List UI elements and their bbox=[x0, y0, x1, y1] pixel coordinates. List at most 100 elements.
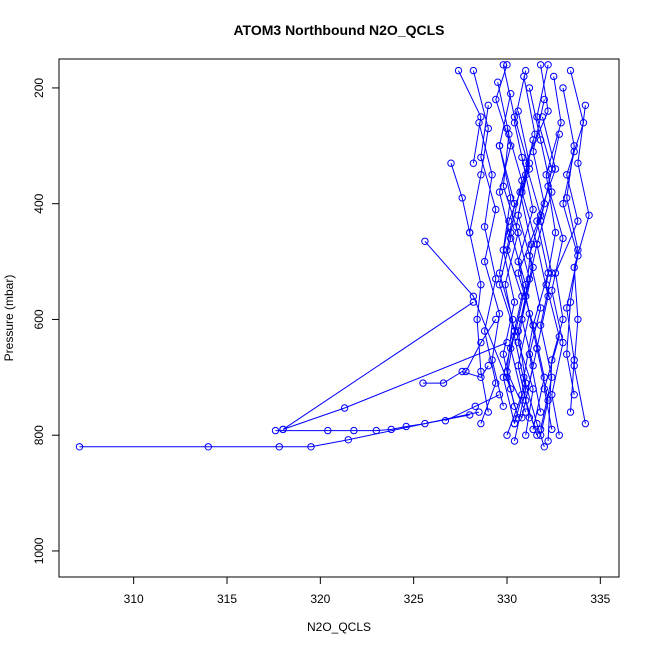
data-point bbox=[344, 436, 352, 444]
data-point bbox=[466, 411, 474, 419]
data-point bbox=[529, 136, 537, 144]
data-point bbox=[544, 292, 552, 300]
data-point bbox=[559, 200, 567, 208]
data-point bbox=[512, 223, 520, 231]
data-point bbox=[477, 281, 485, 289]
data-point bbox=[439, 379, 448, 387]
data-point bbox=[510, 437, 519, 445]
data-point bbox=[570, 356, 578, 364]
data-point bbox=[495, 142, 504, 150]
data-point bbox=[533, 431, 541, 439]
data-point bbox=[518, 292, 526, 300]
data-point bbox=[480, 223, 489, 231]
data-point bbox=[566, 298, 575, 306]
data-point bbox=[324, 426, 332, 435]
data-point bbox=[499, 246, 507, 254]
data-point bbox=[555, 333, 563, 341]
data-point bbox=[518, 414, 526, 422]
data-point bbox=[540, 385, 548, 393]
data-point bbox=[544, 437, 552, 445]
data-point bbox=[477, 113, 485, 121]
data-point bbox=[550, 72, 558, 81]
series-line bbox=[282, 301, 474, 430]
data-point bbox=[492, 379, 500, 387]
data-point bbox=[536, 217, 545, 225]
data-point bbox=[503, 61, 511, 69]
data-point bbox=[559, 84, 567, 92]
data-point bbox=[488, 171, 496, 179]
data-point bbox=[402, 422, 410, 431]
data-point bbox=[75, 443, 84, 451]
data-point bbox=[510, 298, 519, 306]
data-point bbox=[204, 443, 213, 451]
data-point bbox=[495, 391, 504, 399]
data-point bbox=[557, 119, 565, 127]
data-point bbox=[548, 269, 556, 277]
data-point bbox=[501, 281, 509, 289]
data-point bbox=[544, 107, 552, 115]
data-point bbox=[510, 333, 519, 341]
series-line bbox=[513, 70, 530, 424]
data-point bbox=[538, 113, 547, 121]
data-point bbox=[570, 263, 578, 272]
data-point bbox=[507, 228, 515, 237]
series-line bbox=[79, 411, 480, 448]
data-point bbox=[510, 327, 519, 335]
data-point bbox=[279, 425, 287, 434]
series-line bbox=[543, 76, 562, 430]
data-layer bbox=[75, 61, 593, 451]
data-point bbox=[555, 431, 563, 439]
series-line bbox=[424, 240, 512, 390]
data-point bbox=[536, 304, 545, 312]
data-point bbox=[570, 391, 578, 399]
data-point bbox=[503, 431, 511, 439]
data-point bbox=[510, 419, 519, 428]
data-point bbox=[563, 194, 571, 202]
data-point bbox=[525, 159, 534, 167]
data-point bbox=[421, 237, 429, 246]
data-point bbox=[514, 414, 522, 422]
x-tick-label: 320 bbox=[310, 592, 330, 606]
data-point bbox=[574, 252, 582, 260]
data-point bbox=[544, 396, 552, 405]
series-line bbox=[517, 157, 534, 418]
data-point bbox=[529, 362, 537, 370]
data-point bbox=[510, 119, 519, 127]
data-point bbox=[536, 321, 545, 329]
data-point bbox=[548, 391, 556, 399]
series-line bbox=[499, 145, 516, 407]
data-point bbox=[484, 362, 492, 370]
data-point bbox=[372, 426, 380, 435]
y-tick-label: 600 bbox=[32, 309, 46, 329]
data-point bbox=[574, 217, 582, 225]
data-point bbox=[477, 171, 485, 179]
data-point bbox=[529, 205, 537, 214]
x-axis: 310 315 320 325 330 335 bbox=[124, 576, 611, 606]
chart-title: ATOM3 Northbound N2O_QCLS bbox=[233, 22, 444, 38]
data-point bbox=[492, 315, 500, 324]
data-point bbox=[514, 257, 522, 266]
data-point bbox=[533, 344, 541, 353]
data-point bbox=[471, 402, 479, 410]
data-point bbox=[563, 304, 571, 312]
data-point bbox=[555, 130, 563, 138]
y-tick-label: 400 bbox=[32, 193, 46, 213]
x-tick-label: 310 bbox=[124, 592, 144, 606]
data-point bbox=[271, 426, 280, 435]
data-point bbox=[570, 142, 578, 150]
data-point bbox=[454, 66, 463, 75]
data-point bbox=[581, 101, 590, 110]
data-point bbox=[533, 113, 541, 121]
data-point bbox=[495, 188, 504, 196]
data-point bbox=[514, 107, 522, 115]
y-axis-label: Pressure (mbar) bbox=[2, 275, 16, 362]
data-point bbox=[525, 252, 534, 260]
series-line bbox=[506, 128, 527, 442]
data-point bbox=[581, 419, 590, 428]
data-point bbox=[469, 159, 478, 167]
data-point bbox=[522, 431, 530, 439]
data-point bbox=[484, 101, 492, 110]
data-point bbox=[529, 147, 537, 156]
data-point bbox=[548, 188, 556, 196]
